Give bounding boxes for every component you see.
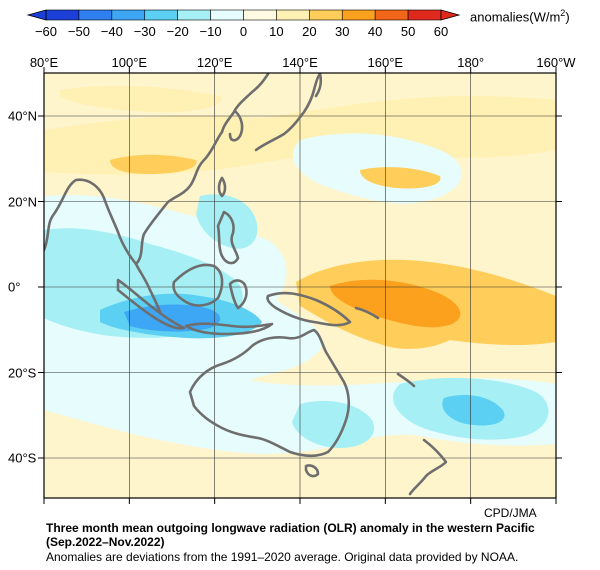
colorbar-swatches <box>45 9 442 21</box>
land-outlines <box>44 73 448 496</box>
coastline-taiwan <box>217 176 227 198</box>
longitude-label: 80°E <box>29 55 59 70</box>
map-note: Anomalies are deviations from the 1991–2… <box>46 550 519 564</box>
map-subtitle: (Sep.2022–Nov.2022) <box>46 535 165 549</box>
coastline-tasmania <box>304 464 320 478</box>
latitude-label: 0° <box>8 279 21 295</box>
colorbar-tick-label: −60 <box>34 24 58 39</box>
colorbar-left-arrow <box>26 9 47 21</box>
map-title: Three month mean outgoing longwave radia… <box>46 521 535 535</box>
anomaly-patch-cool-australia <box>292 400 375 448</box>
longitude-label: 120°E <box>196 55 233 70</box>
colorbar-tick-label: 20 <box>302 24 317 39</box>
coastline-java <box>184 322 274 336</box>
colorbar-tick-label: 50 <box>400 24 416 39</box>
colorbar-tick-label: −40 <box>100 24 123 39</box>
latitude-label: 20°N <box>8 194 38 209</box>
colorbar <box>26 9 461 21</box>
longitude-label: 180° <box>457 55 485 70</box>
latitude-label: 20°S <box>8 365 37 380</box>
coastline-new-caledonia <box>396 372 416 388</box>
longitude-label: 160°W <box>536 55 576 70</box>
colorbar-tick-label: 60 <box>433 24 449 39</box>
coastline-korea <box>228 110 244 142</box>
colorbar-tick-label: −50 <box>67 24 90 39</box>
latitude-label: 40°S <box>8 450 37 466</box>
colorbar-tick-label: 10 <box>269 24 284 39</box>
colorbar-tick-label: 0 <box>239 24 248 39</box>
coastline-asia <box>44 73 270 266</box>
coastline-sumatra <box>116 278 186 330</box>
longitude-label: 140°E <box>282 55 318 70</box>
colorbar-tick-label: −20 <box>166 24 189 39</box>
longitude-label: 100°E <box>111 55 148 70</box>
map-frame-ticks <box>38 67 562 504</box>
coastline-new-zealand <box>408 438 448 496</box>
latitude-label: 40°N <box>8 108 38 124</box>
coastline-australia <box>188 328 351 458</box>
credit-label: CPD/JMA <box>484 506 537 520</box>
coastline-sulawesi <box>228 279 248 310</box>
colorbar-tick-label: 30 <box>335 24 350 39</box>
coastline-sakhalin <box>314 73 323 98</box>
colorbar-tick-label: 40 <box>367 24 383 39</box>
anomaly-patch-warm-northwest-pacific <box>360 167 441 189</box>
coastline-malay-peninsula <box>134 262 162 314</box>
coastline-philippines <box>216 210 240 265</box>
coastline-new-guinea <box>266 291 352 327</box>
anomaly-patch-cool-philippines <box>196 194 258 249</box>
colorbar-tick-label: −30 <box>133 24 156 39</box>
longitude-label: 160°E <box>367 55 404 70</box>
colorbar-right-arrow <box>440 9 461 21</box>
anomaly-patch-warm-east-asia <box>110 154 197 174</box>
colorbar-units-label: anomalies(W/m2) <box>470 8 570 25</box>
coastline-solomon-islands <box>354 306 380 320</box>
coastline-borneo <box>172 263 224 307</box>
anomaly-patch-cold-tasman <box>442 394 505 426</box>
anomaly-patch-warmer-central-pacific <box>330 279 461 328</box>
coastline-japan <box>254 73 322 152</box>
colorbar-tick-label: −10 <box>199 24 222 39</box>
anomaly-patch-light-warm-northwest <box>60 85 222 113</box>
